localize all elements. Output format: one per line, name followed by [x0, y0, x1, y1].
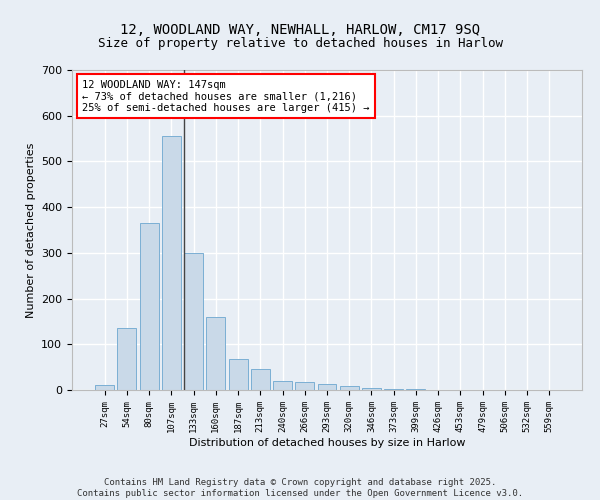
- Bar: [95, 386, 114, 390]
- Bar: [251, 369, 270, 390]
- Bar: [340, 386, 359, 390]
- Bar: [317, 384, 337, 390]
- Text: 12, WOODLAND WAY, NEWHALL, HARLOW, CM17 9SQ: 12, WOODLAND WAY, NEWHALL, HARLOW, CM17 …: [120, 22, 480, 36]
- Bar: [118, 328, 136, 390]
- Bar: [184, 253, 203, 390]
- Bar: [162, 136, 181, 390]
- Bar: [406, 389, 425, 390]
- Y-axis label: Number of detached properties: Number of detached properties: [26, 142, 35, 318]
- Bar: [273, 381, 292, 390]
- X-axis label: Distribution of detached houses by size in Harlow: Distribution of detached houses by size …: [189, 438, 465, 448]
- Bar: [362, 388, 381, 390]
- Bar: [295, 382, 314, 390]
- Bar: [140, 223, 158, 390]
- Bar: [229, 359, 248, 390]
- Bar: [206, 317, 225, 390]
- Text: 12 WOODLAND WAY: 147sqm
← 73% of detached houses are smaller (1,216)
25% of semi: 12 WOODLAND WAY: 147sqm ← 73% of detache…: [82, 80, 370, 113]
- Text: Contains HM Land Registry data © Crown copyright and database right 2025.
Contai: Contains HM Land Registry data © Crown c…: [77, 478, 523, 498]
- Text: Size of property relative to detached houses in Harlow: Size of property relative to detached ho…: [97, 38, 503, 51]
- Bar: [384, 388, 403, 390]
